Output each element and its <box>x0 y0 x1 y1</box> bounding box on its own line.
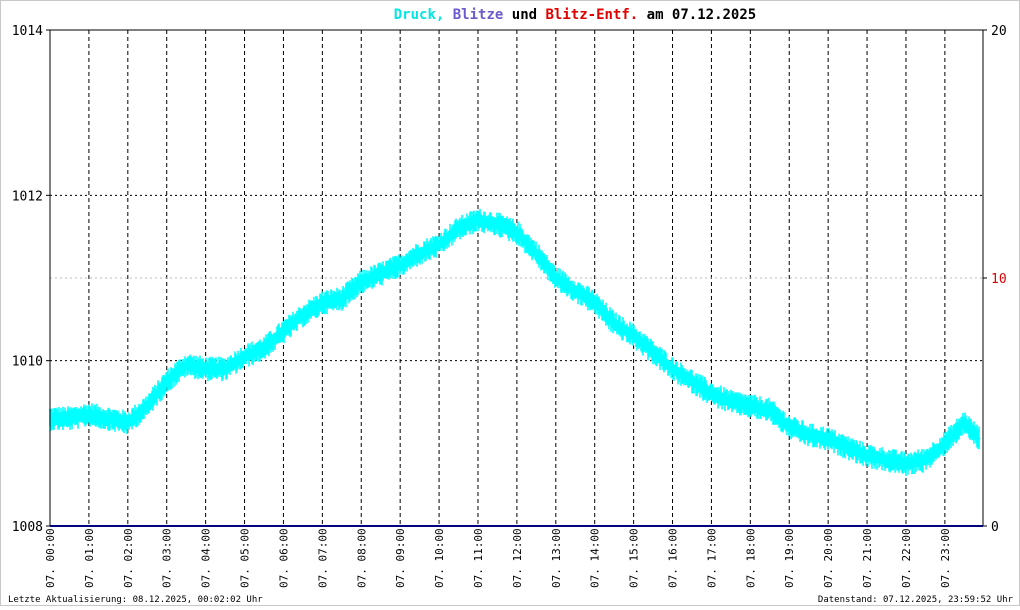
x-tick-label: 07. 15:00 <box>628 528 641 588</box>
x-tick-label: 07. 17:00 <box>705 528 718 588</box>
x-tick-label: 07. 05:00 <box>239 528 252 588</box>
pressure-series-band <box>49 208 980 476</box>
x-tick-label: 07. 02:00 <box>122 528 135 588</box>
left-tick-label: 1014 <box>12 24 43 39</box>
title-part: Blitz-Entf. <box>537 7 638 23</box>
title-part: Blitze <box>444 7 503 23</box>
x-tick-label: 07. 14:00 <box>589 528 602 588</box>
x-tick-label: 07. 18:00 <box>744 528 757 588</box>
x-tick-label: 07. 08:00 <box>355 528 368 588</box>
title-part: und <box>503 7 537 23</box>
x-tick-label: 07. 20:00 <box>822 528 835 588</box>
x-tick-label: 07. 10:00 <box>433 528 446 588</box>
chart-grid <box>50 30 983 526</box>
chart-title: Druck, Blitze und Blitz-Entf. am 07.12.2… <box>394 7 756 23</box>
chart-axes: 1008 1010 1012 1014 0 10 20 <box>12 24 1007 535</box>
left-tick-label: 1008 <box>12 520 43 535</box>
left-tick-label: 1010 <box>12 355 43 370</box>
x-tick-label: 07. 19:00 <box>783 528 796 588</box>
x-tick-label: 07. 00:00 <box>44 528 57 588</box>
x-tick-label: 07. 22:00 <box>900 528 913 588</box>
x-tick-label: 07. 07:00 <box>316 528 329 588</box>
x-tick-label: 07. 21:00 <box>861 528 874 588</box>
right-tick-label: 20 <box>991 24 1007 39</box>
title-part: Druck, <box>394 7 445 23</box>
x-tick-label: 07. 01:00 <box>83 528 96 588</box>
footer-data-status: Datenstand: 07.12.2025, 23:59:52 Uhr <box>818 595 1014 605</box>
x-tick-label: 07. 03:00 <box>161 528 174 588</box>
right-tick-label: 0 <box>991 520 999 535</box>
x-tick-label: 07. 04:00 <box>200 528 213 588</box>
left-tick-label: 1012 <box>12 189 43 204</box>
x-tick-label: 07. 06:00 <box>277 528 290 588</box>
x-tick-label: 07. 11:00 <box>472 528 485 588</box>
x-tick-label: 07. 23:00 <box>939 528 952 588</box>
right-tick-label: 10 <box>991 272 1007 287</box>
title-part: am 07.12.2025 <box>638 7 756 23</box>
x-tick-label: 07. 12:00 <box>511 528 524 588</box>
x-tick-label: 07. 16:00 <box>667 528 680 588</box>
x-tick-label: 07. 09:00 <box>394 528 407 588</box>
pressure-series-line <box>50 219 981 466</box>
x-tick-labels: 07. 00:00 07. 01:00 07. 02:00 07. 03:00 07. … <box>44 528 952 588</box>
x-tick-label: 07. 13:00 <box>550 528 563 588</box>
footer-last-update: Letzte Aktualisierung: 08.12.2025, 00:02… <box>8 595 263 605</box>
